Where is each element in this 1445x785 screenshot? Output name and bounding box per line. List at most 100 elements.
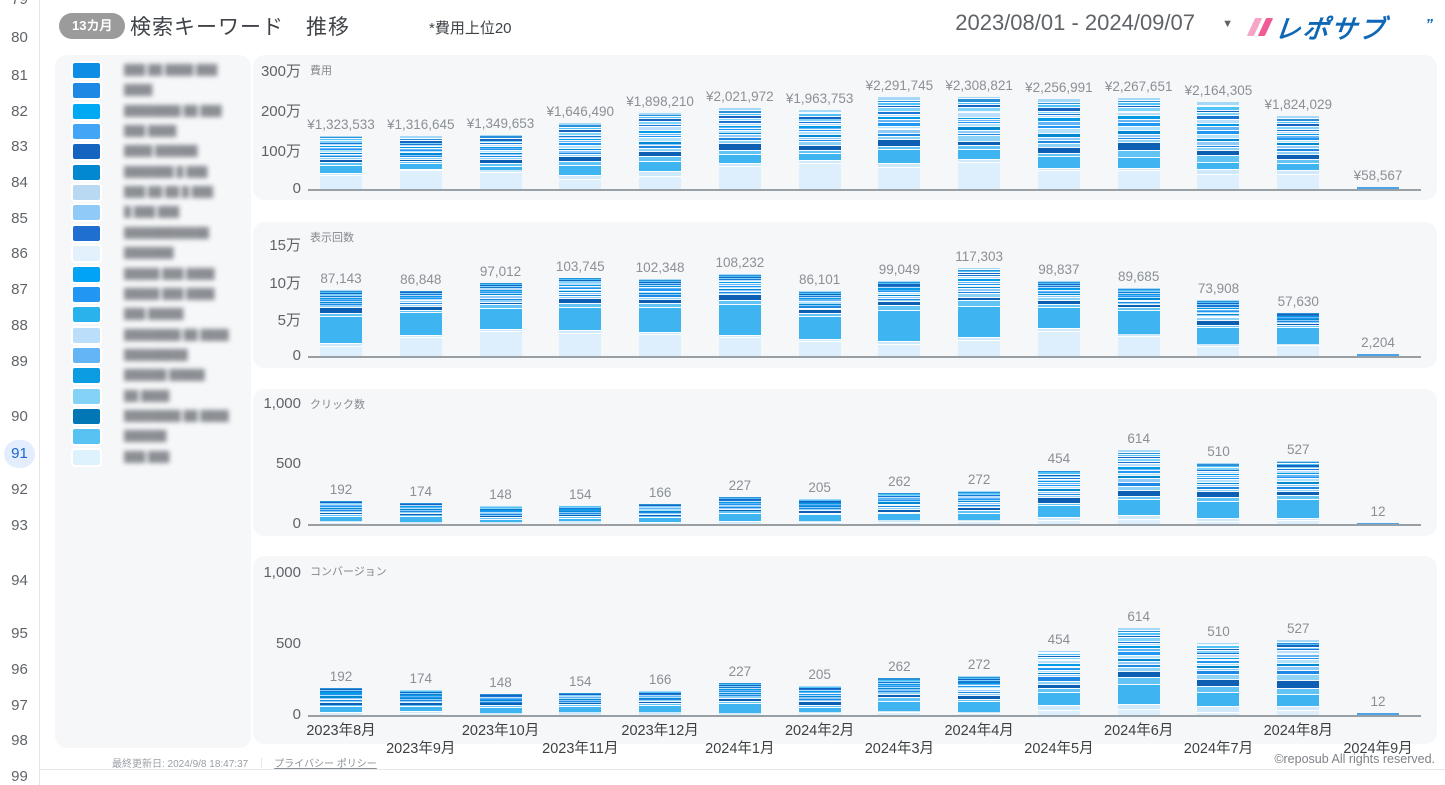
stacked-bar-2024年3月[interactable] — [878, 97, 921, 189]
page-number-84[interactable]: 84 — [11, 174, 28, 191]
stacked-bar-2024年9月[interactable] — [1357, 522, 1399, 524]
stacked-bar-2023年11月[interactable] — [559, 123, 602, 189]
stacked-bar-2024年2月[interactable] — [798, 685, 841, 715]
stacked-bar-2023年10月[interactable] — [479, 693, 522, 715]
stacked-bar-2024年9月[interactable] — [1357, 713, 1399, 715]
stacked-bar-2024年3月[interactable] — [878, 281, 921, 356]
legend-item[interactable]: ████████ ██ ████ — [73, 408, 243, 425]
stacked-bar-2024年5月[interactable] — [1037, 98, 1080, 189]
stacked-bar-2023年8月[interactable] — [320, 290, 362, 356]
page-number-99[interactable]: 99 — [11, 768, 28, 785]
stacked-bar-2024年6月[interactable] — [1117, 288, 1160, 356]
stacked-bar-2023年8月[interactable] — [320, 136, 362, 189]
page-number-97[interactable]: 97 — [11, 697, 28, 714]
stacked-bar-2024年2月[interactable] — [798, 499, 841, 524]
legend-item[interactable]: ███████ █ ███ — [73, 164, 243, 181]
legend-item[interactable]: ████████████ — [73, 225, 243, 242]
page-number-88[interactable]: 88 — [11, 317, 28, 334]
stacked-bar-2024年2月[interactable] — [798, 291, 841, 356]
page-number-95[interactable]: 95 — [11, 625, 28, 642]
stacked-bar-2024年7月[interactable] — [1197, 642, 1240, 715]
stacked-bar-2024年5月[interactable] — [1037, 650, 1080, 715]
stacked-bar-2024年7月[interactable] — [1197, 102, 1240, 189]
page-number-81[interactable]: 81 — [11, 67, 28, 84]
legend-item[interactable]: ███████ — [73, 246, 243, 262]
legend-item[interactable]: ███ ██ ██ █ ███ — [73, 185, 243, 201]
legend-item[interactable]: ███ █████ — [73, 307, 243, 323]
stacked-bar-2024年9月[interactable] — [1357, 354, 1399, 356]
page-number-90[interactable]: 90 — [11, 408, 28, 425]
legend-item[interactable]: ██ ████ — [73, 388, 243, 405]
date-range-picker[interactable]: 2023/08/01 - 2024/09/07 — [955, 10, 1195, 35]
page-number-93[interactable]: 93 — [11, 517, 28, 534]
stacked-bar-2023年10月[interactable] — [479, 506, 522, 524]
page-number-98[interactable]: 98 — [11, 732, 28, 749]
stacked-bar-2023年12月[interactable] — [639, 504, 682, 524]
page-number-83[interactable]: 83 — [11, 138, 28, 155]
stacked-bar-2024年3月[interactable] — [878, 492, 921, 524]
stacked-bar-2024年4月[interactable] — [958, 96, 1001, 189]
stacked-bar-2024年4月[interactable] — [958, 676, 1001, 715]
stacked-bar-2023年8月[interactable] — [320, 500, 362, 524]
privacy-policy-link[interactable]: プライバシー ポリシー — [274, 759, 377, 770]
stacked-bar-2024年6月[interactable] — [1117, 627, 1160, 715]
legend-item[interactable]: ████ ██████ — [73, 144, 243, 160]
stacked-bar-2023年9月[interactable] — [399, 290, 442, 356]
legend-item[interactable]: ███ ████ — [73, 124, 243, 140]
stacked-bar-2023年8月[interactable] — [320, 687, 362, 715]
page-number-89[interactable]: 89 — [11, 353, 28, 370]
legend-item[interactable]: ████████ ██ ███ — [73, 103, 243, 120]
stacked-bar-2023年9月[interactable] — [399, 690, 442, 715]
stacked-bar-2023年12月[interactable] — [639, 691, 682, 715]
page-number-87[interactable]: 87 — [11, 281, 28, 298]
legend-item[interactable]: ███ ███ — [73, 449, 243, 466]
page-number-91[interactable]: 91 — [0, 440, 39, 468]
legend-item[interactable]: ███ ██ ████ ███ — [73, 63, 243, 79]
stacked-bar-2023年11月[interactable] — [559, 505, 602, 524]
stacked-bar-2024年9月[interactable] — [1357, 186, 1399, 189]
page-number-80[interactable]: 80 — [11, 29, 28, 46]
stacked-bar-2024年4月[interactable] — [958, 491, 1001, 524]
stacked-bar-2024年8月[interactable] — [1277, 312, 1320, 356]
stacked-bar-2023年9月[interactable] — [399, 503, 442, 524]
page-number-94[interactable]: 94 — [11, 572, 28, 589]
stacked-bar-2024年1月[interactable] — [718, 274, 761, 356]
legend-item[interactable]: ████ — [73, 83, 243, 99]
stacked-bar-2023年10月[interactable] — [479, 135, 522, 189]
stacked-bar-2023年12月[interactable] — [639, 278, 682, 356]
stacked-bar-2024年8月[interactable] — [1277, 460, 1320, 524]
stacked-bar-2024年4月[interactable] — [958, 267, 1001, 356]
stacked-bar-2023年11月[interactable] — [559, 277, 602, 356]
stacked-bar-2024年6月[interactable] — [1117, 98, 1160, 189]
stacked-bar-2023年9月[interactable] — [399, 136, 442, 189]
stacked-bar-2024年3月[interactable] — [878, 677, 921, 715]
stacked-bar-2024年5月[interactable] — [1037, 281, 1080, 356]
page-number-85[interactable]: 85 — [11, 210, 28, 227]
stacked-bar-2024年2月[interactable] — [798, 110, 841, 189]
stacked-bar-2024年8月[interactable] — [1277, 640, 1320, 715]
legend-item[interactable]: ██████ — [73, 429, 243, 445]
stacked-bar-2024年6月[interactable] — [1117, 450, 1160, 524]
legend-item[interactable]: █████████ — [73, 347, 243, 364]
stacked-bar-2023年11月[interactable] — [559, 693, 602, 715]
stacked-bar-2024年1月[interactable] — [718, 496, 761, 524]
stacked-bar-2023年12月[interactable] — [639, 113, 682, 189]
page-number-92[interactable]: 92 — [11, 481, 28, 498]
legend-item[interactable]: █████ ███ ████ — [73, 286, 243, 303]
stacked-bar-2024年1月[interactable] — [718, 108, 761, 189]
stacked-bar-2023年10月[interactable] — [479, 282, 522, 356]
stacked-bar-2024年7月[interactable] — [1197, 462, 1240, 524]
page-number-82[interactable]: 82 — [11, 103, 28, 120]
stacked-bar-2024年8月[interactable] — [1277, 116, 1320, 189]
stacked-bar-2024年7月[interactable] — [1197, 300, 1240, 356]
chevron-down-icon[interactable]: ▼ — [1222, 18, 1233, 30]
page-number-79[interactable]: 79 — [0, 0, 39, 14]
stacked-bar-2024年1月[interactable] — [718, 682, 761, 715]
legend-item[interactable]: █████ ███ ████ — [73, 266, 243, 283]
page-number-96[interactable]: 96 — [11, 661, 28, 678]
legend-item[interactable]: █ ███ ███ — [73, 205, 243, 221]
legend-item[interactable]: ██████ █████ — [73, 368, 243, 384]
stacked-bar-2024年5月[interactable] — [1037, 469, 1080, 524]
page-number-86[interactable]: 86 — [11, 245, 28, 262]
legend-item[interactable]: ████████ ██ ████ — [73, 327, 243, 344]
